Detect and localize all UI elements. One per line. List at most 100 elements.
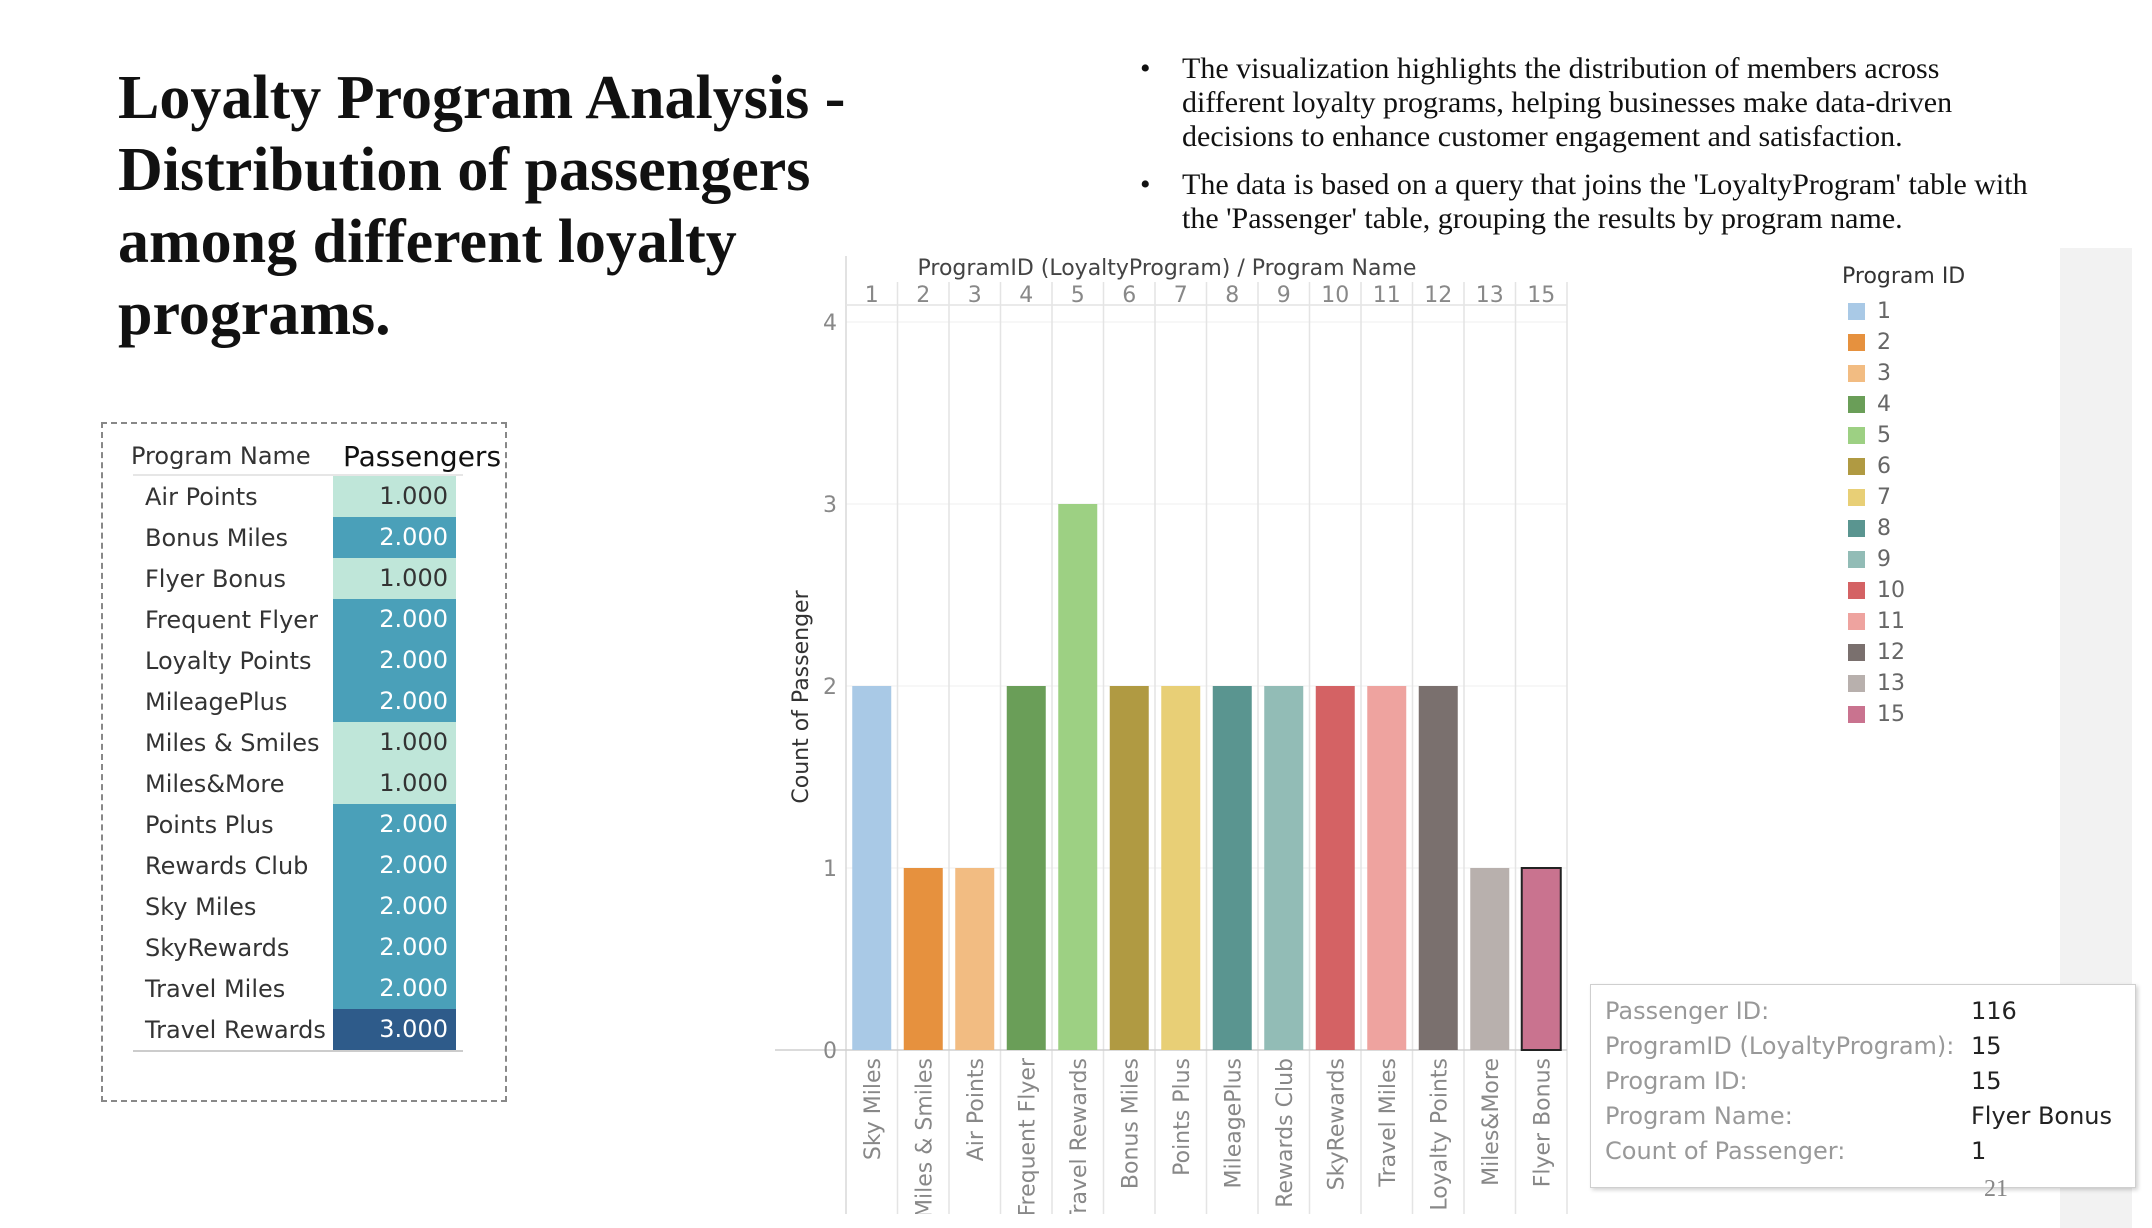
x-tick-label: Travel Rewards xyxy=(1067,1058,1092,1214)
x-tick-label: Points Plus xyxy=(1170,1058,1195,1176)
x-tick-label: Miles&More xyxy=(1479,1058,1504,1186)
bar[interactable] xyxy=(852,686,892,1050)
table-row[interactable]: Frequent Flyer 2.000 xyxy=(133,599,463,640)
table-row[interactable]: Rewards Club 2.000 xyxy=(133,845,463,886)
color-legend[interactable]: 1 2 3 4 5 6 7 8 9 10 11 12 13 15 xyxy=(1848,296,1905,730)
y-tick-label: 1 xyxy=(823,857,837,882)
tooltip-key: Program Name: xyxy=(1605,1102,1793,1130)
legend-item[interactable]: 5 xyxy=(1848,420,1905,451)
table-cell-program-name: Flyer Bonus xyxy=(145,564,287,593)
legend-item[interactable]: 2 xyxy=(1848,327,1905,358)
x-tick-label: Sky Miles xyxy=(861,1058,886,1160)
legend-swatch xyxy=(1848,675,1865,692)
bullet-item: The data is based on a query that joins … xyxy=(1140,168,2040,236)
legend-swatch xyxy=(1848,334,1865,351)
table-row[interactable]: Air Points 1.000 xyxy=(133,476,463,517)
legend-item[interactable]: 13 xyxy=(1848,668,1905,699)
bar[interactable] xyxy=(1418,686,1458,1050)
x-tick-label: Air Points xyxy=(964,1058,989,1161)
legend-item[interactable]: 7 xyxy=(1848,482,1905,513)
table-cell-passengers: 2.000 xyxy=(333,845,456,886)
column-header-passengers[interactable]: Passengers xyxy=(343,440,502,473)
table-cell-passengers: 2.000 xyxy=(333,517,456,558)
table-row[interactable]: Miles&More 1.000 xyxy=(133,763,463,804)
legend-swatch xyxy=(1848,551,1865,568)
legend-label: 10 xyxy=(1877,578,1905,603)
bar[interactable] xyxy=(1367,686,1407,1050)
table-cell-program-name: Rewards Club xyxy=(145,851,309,880)
table-row[interactable]: Travel Miles 2.000 xyxy=(133,968,463,1009)
legend-swatch xyxy=(1848,582,1865,599)
bar[interactable] xyxy=(1006,686,1046,1050)
table-row[interactable]: Points Plus 2.000 xyxy=(133,804,463,845)
table-row[interactable]: Bonus Miles 2.000 xyxy=(133,517,463,558)
program-id-header-label: 4 xyxy=(1019,283,1033,308)
legend-item[interactable]: 11 xyxy=(1848,606,1905,637)
legend-item[interactable]: 3 xyxy=(1848,358,1905,389)
table-cell-program-name: Miles & Smiles xyxy=(145,728,320,757)
table-cell-passengers: 2.000 xyxy=(333,968,456,1009)
bar-tooltip: Passenger ID: 116 ProgramID (LoyaltyProgra… xyxy=(1590,984,2136,1188)
tooltip-row: Program ID: 15 xyxy=(1605,1067,2002,1097)
chart-header-title: ProgramID (LoyaltyProgram) / Program Nam… xyxy=(918,256,1417,281)
legend-label: 3 xyxy=(1877,361,1891,386)
program-id-header-label: 8 xyxy=(1225,283,1239,308)
column-header-program-name[interactable]: Program Name xyxy=(131,442,311,470)
table-row[interactable]: Miles & Smiles 1.000 xyxy=(133,722,463,763)
x-tick-label: SkyRewards xyxy=(1324,1058,1349,1190)
table-cell-passengers: 2.000 xyxy=(333,640,456,681)
legend-item[interactable]: 15 xyxy=(1848,699,1905,730)
table-row[interactable]: Loyalty Points 2.000 xyxy=(133,640,463,681)
bar[interactable] xyxy=(903,868,943,1050)
table-cell-passengers: 2.000 xyxy=(333,927,456,968)
table-cell-program-name: Sky Miles xyxy=(145,892,257,921)
bullet-item: The visualization highlights the distrib… xyxy=(1140,52,2040,154)
bar[interactable] xyxy=(1212,686,1252,1050)
tooltip-value: 1 xyxy=(1971,1137,1987,1165)
bar[interactable] xyxy=(1470,868,1510,1050)
y-tick-label: 3 xyxy=(823,493,837,518)
legend-item[interactable]: 10 xyxy=(1848,575,1905,606)
bar[interactable] xyxy=(1315,686,1355,1050)
table-cell-program-name: Air Points xyxy=(145,482,258,511)
y-tick-label: 2 xyxy=(823,675,837,700)
legend-item[interactable]: 9 xyxy=(1848,544,1905,575)
slide-title: Loyalty Program Analysis - Distribution … xyxy=(118,64,846,348)
page-number: 21 xyxy=(1984,1176,2008,1202)
bar[interactable] xyxy=(1058,504,1098,1050)
legend-label: 2 xyxy=(1877,330,1891,355)
legend-swatch xyxy=(1848,427,1865,444)
y-axis-label: Count of Passenger xyxy=(789,589,814,803)
legend-label: 15 xyxy=(1877,702,1905,727)
bar[interactable] xyxy=(1264,686,1304,1050)
legend-item[interactable]: 1 xyxy=(1848,296,1905,327)
tooltip-row: Program Name: Flyer Bonus xyxy=(1605,1102,2112,1132)
legend-item[interactable]: 12 xyxy=(1848,637,1905,668)
legend-item[interactable]: 6 xyxy=(1848,451,1905,482)
legend-label: 1 xyxy=(1877,299,1891,324)
table-row[interactable]: Sky Miles 2.000 xyxy=(133,886,463,927)
tooltip-key: Program ID: xyxy=(1605,1067,1748,1095)
table-cell-passengers: 2.000 xyxy=(333,599,456,640)
table-row[interactable]: Travel Rewards 3.000 xyxy=(133,1009,463,1050)
table-row[interactable]: SkyRewards 2.000 xyxy=(133,927,463,968)
bar[interactable] xyxy=(1109,686,1149,1050)
program-id-header-label: 9 xyxy=(1277,283,1291,308)
table-row[interactable]: MileagePlus 2.000 xyxy=(133,681,463,722)
tooltip-value: Flyer Bonus xyxy=(1971,1102,2113,1130)
table-cell-program-name: Travel Miles xyxy=(145,974,286,1003)
bar[interactable] xyxy=(1161,686,1201,1050)
table-cell-passengers: 2.000 xyxy=(333,681,456,722)
bar[interactable] xyxy=(1520,867,1562,1051)
table-row[interactable]: Flyer Bonus 1.000 xyxy=(133,558,463,599)
legend-label: 5 xyxy=(1877,423,1891,448)
bar[interactable] xyxy=(955,868,995,1050)
legend-swatch xyxy=(1848,613,1865,630)
legend-item[interactable]: 8 xyxy=(1848,513,1905,544)
passenger-count-table[interactable]: Program Name Passengers Air Points 1.000 B… xyxy=(101,422,507,1102)
table-cell-program-name: Bonus Miles xyxy=(145,523,289,552)
legend-swatch xyxy=(1848,458,1865,475)
legend-item[interactable]: 4 xyxy=(1848,389,1905,420)
tooltip-key: ProgramID (LoyaltyProgram): xyxy=(1605,1032,1955,1060)
table-cell-passengers: 1.000 xyxy=(333,476,456,517)
